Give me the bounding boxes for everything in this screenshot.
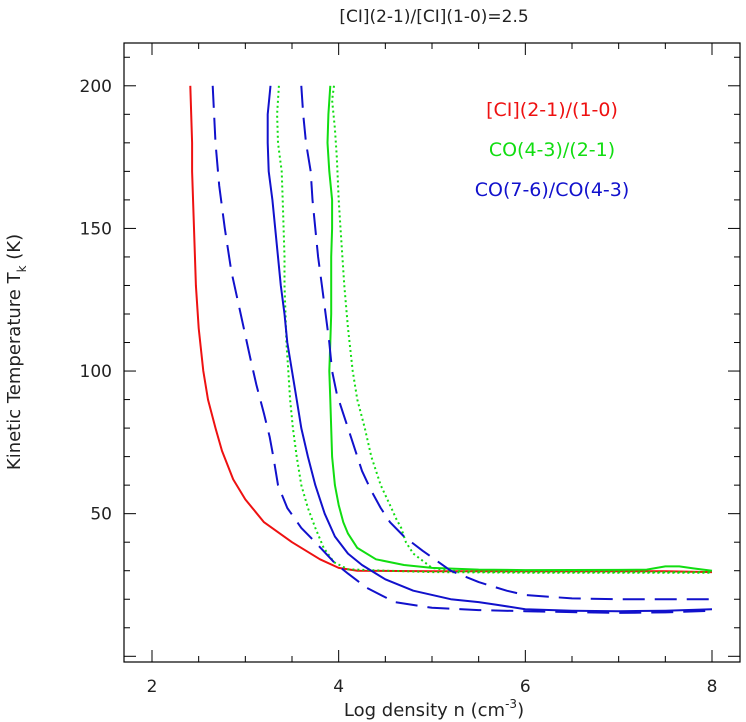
- y-tick-label: 100: [80, 362, 112, 382]
- series-line-5: [211, 85, 713, 614]
- y-tick-label: 150: [80, 219, 112, 239]
- y-tick-label: 200: [80, 77, 112, 97]
- chart-title: [CI](2-1)/[CI](1-0)=2.5: [339, 7, 528, 27]
- series-line-1: [326, 85, 713, 572]
- y-tick-label: 50: [90, 505, 112, 525]
- y-axis-title: Kinetic Temperature Tk (K): [4, 234, 29, 470]
- x-tick-label: 2: [147, 677, 158, 697]
- x-axis-title: Log density n (cm-3): [344, 697, 524, 721]
- legend: [CI](2-1)/(1-0) CO(4-3)/(2-1) CO(7-6)/CO…: [475, 99, 630, 201]
- series-layer: [189, 85, 713, 614]
- series-line-4: [266, 85, 713, 613]
- legend-label-ci: [CI](2-1)/(1-0): [486, 99, 618, 121]
- legend-label-co43: CO(4-3)/(2-1): [489, 139, 615, 161]
- x-tick-label: 6: [520, 677, 531, 697]
- x-tick-label: 8: [707, 677, 718, 697]
- legend-label-co76: CO(7-6)/CO(4-3): [475, 179, 630, 201]
- tick-layer: 2 4 6 8 50 100 150 200: [80, 43, 740, 697]
- x-tick-label: 4: [333, 677, 344, 697]
- series-line-6: [300, 85, 712, 601]
